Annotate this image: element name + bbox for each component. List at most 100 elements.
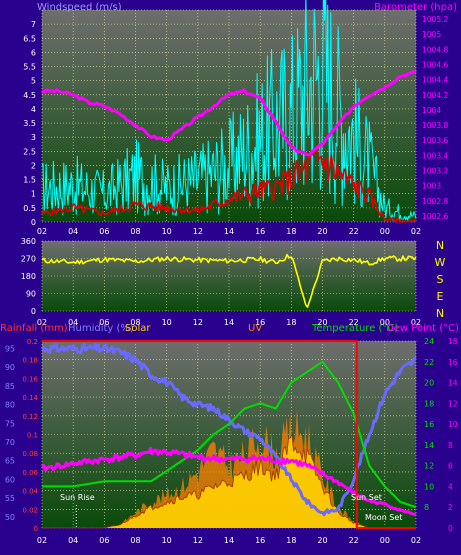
y-dewpoint-tick-label: 8: [448, 441, 453, 450]
y-humidity-tick-label: 50: [5, 513, 15, 522]
y-dewpoint-tick-label: 14: [448, 379, 458, 388]
y-right-tick-label: 1004.8: [422, 45, 448, 54]
y-humidity-tick-label: 85: [5, 382, 15, 391]
rainfall-title: Rainfall (mm): [0, 323, 68, 334]
y-tick-label: 90: [26, 290, 36, 299]
y-tick-label: 270: [21, 255, 36, 264]
dewpoint-series: [41, 446, 417, 517]
x-tick-label: 12: [193, 318, 203, 327]
direction-grid: [41, 240, 417, 312]
x-tick-label: 10: [162, 227, 172, 236]
y-temp-tick-label: 16: [424, 420, 434, 429]
x-tick-label: 02: [411, 318, 421, 327]
y-right-tick-label: 1002.8: [422, 197, 448, 206]
y-right-tick-label: 1004: [422, 106, 441, 115]
y-rain-tick-label: 0.14: [22, 394, 38, 402]
y-temp-tick-label: 18: [424, 399, 434, 408]
uv-title: UV: [248, 323, 262, 334]
y-rain-tick-label: 0.16: [22, 375, 38, 383]
x-tick-label: 02: [37, 536, 47, 545]
y-dewpoint-tick-label: 4: [448, 482, 453, 491]
moonset-label: Moon Set: [365, 513, 402, 522]
x-tick-label: 14: [224, 227, 234, 236]
sunrise-label: Sun Rise: [60, 493, 95, 502]
x-tick-label: 06: [99, 227, 109, 236]
x-tick-label: 18: [286, 318, 296, 327]
y-left-tick-label: 3.5: [23, 119, 36, 128]
y-left-tick-label: 7: [31, 20, 36, 29]
y-rain-tick-label: 0.1: [27, 432, 38, 440]
x-tick-label: 08: [130, 536, 140, 545]
y-right-tick-label: 1004.2: [422, 91, 448, 100]
y-humidity-tick-label: 80: [5, 401, 15, 410]
y-humidity-tick-label: 95: [5, 344, 15, 353]
x-tick-label: 14: [224, 536, 234, 545]
wind-direction-series: [41, 253, 417, 308]
y-temp-tick-label: 24: [424, 337, 434, 346]
y-temp-tick-label: 22: [424, 358, 434, 367]
compass-label: S: [437, 273, 444, 286]
y-left-tick-label: 5.5: [23, 63, 36, 72]
y-right-tick-label: 1004.6: [422, 61, 448, 70]
y-left-tick-label: 4.5: [23, 91, 36, 100]
y-tick-label: 360: [21, 237, 36, 246]
barometer-series: [41, 70, 417, 157]
temperature-title: Temperature (°C): [311, 323, 398, 334]
y-right-tick-label: 1003.4: [422, 151, 448, 160]
y-rain-tick-label: 0.08: [22, 450, 38, 458]
solar-outline: [42, 433, 417, 529]
x-tick-label: 06: [99, 536, 109, 545]
windspeed-series: [41, 0, 417, 221]
x-tick-label: 20: [317, 227, 327, 236]
y-tick-label: 180: [21, 272, 36, 281]
y-right-tick-label: 1005: [422, 30, 441, 39]
y-temp-tick-label: 12: [424, 462, 434, 471]
x-tick-label: 16: [255, 227, 265, 236]
solar-title: Solar: [125, 323, 151, 334]
x-tick-label: 20: [317, 318, 327, 327]
y-humidity-tick-label: 70: [5, 438, 15, 447]
x-tick-label: 02: [37, 227, 47, 236]
y-left-tick-label: 4: [31, 105, 36, 114]
y-humidity-tick-label: 90: [5, 363, 15, 372]
x-tick-label: 06: [99, 318, 109, 327]
y-right-tick-label: 1003: [422, 182, 441, 191]
solar-area: [42, 433, 416, 528]
y-left-tick-label: 2: [31, 161, 36, 170]
y-left-tick-label: 3: [31, 133, 36, 142]
barometer-title: Barometer (hpa): [374, 2, 457, 13]
x-tick-label: 02: [411, 536, 421, 545]
y-temp-tick-label: 10: [424, 482, 434, 491]
y-humidity-tick-label: 65: [5, 457, 15, 466]
x-tick-label: 02: [411, 227, 421, 236]
y-dewpoint-tick-label: 12: [448, 399, 458, 408]
y-temp-tick-label: 14: [424, 441, 434, 450]
y-tick-label: 0: [31, 307, 36, 316]
x-tick-label: 18: [286, 536, 296, 545]
rainfall-series: [42, 340, 416, 529]
y-humidity-tick-label: 60: [5, 475, 15, 484]
x-tick-label: 04: [68, 318, 78, 327]
compass-label: E: [437, 290, 444, 303]
y-dewpoint-tick-label: 10: [448, 420, 458, 429]
x-tick-label: 18: [286, 227, 296, 236]
x-tick-label: 12: [193, 536, 203, 545]
y-dewpoint-tick-label: 16: [448, 358, 458, 367]
y-dewpoint-tick-label: 6: [448, 462, 453, 471]
y-left-tick-label: 1: [31, 190, 36, 199]
wind-average-series: [41, 145, 417, 223]
y-rain-tick-label: 0.02: [22, 506, 38, 514]
y-dewpoint-tick-label: 18: [448, 337, 458, 346]
y-humidity-tick-label: 55: [5, 494, 15, 503]
y-left-tick-label: 6.5: [23, 34, 36, 43]
x-tick-label: 14: [224, 318, 234, 327]
compass-label: W: [435, 256, 446, 269]
x-tick-label: 08: [130, 227, 140, 236]
x-tick-label: 10: [162, 318, 172, 327]
x-tick-label: 08: [130, 318, 140, 327]
x-tick-label: 10: [162, 536, 172, 545]
y-right-tick-label: 1003.6: [422, 136, 448, 145]
y-rain-tick-label: 0.04: [22, 488, 38, 496]
x-tick-label: 22: [349, 318, 359, 327]
x-tick-label: 02: [37, 318, 47, 327]
